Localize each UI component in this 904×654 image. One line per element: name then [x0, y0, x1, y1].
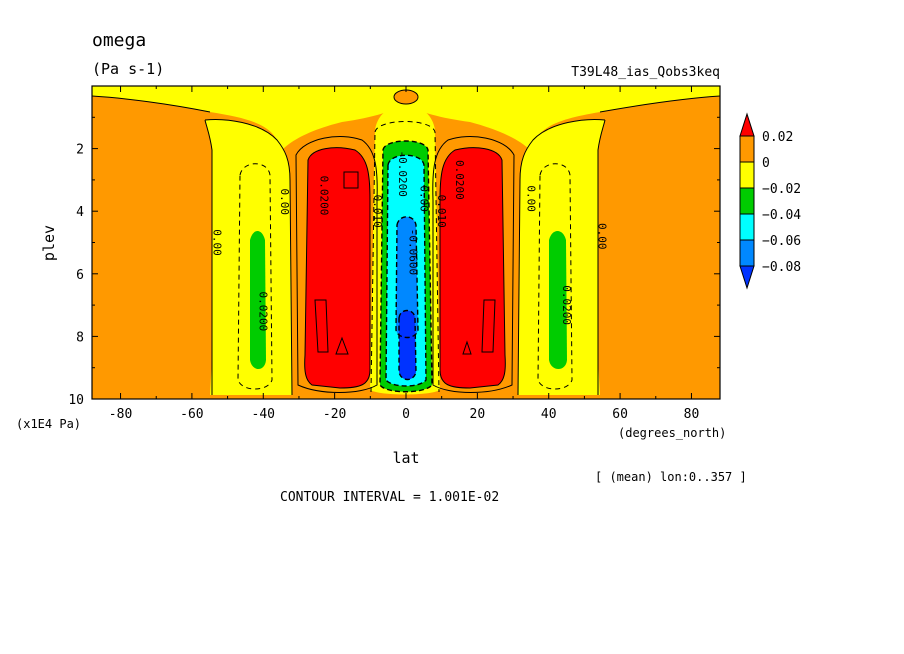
- contour-labels: 0.00 0.00 0.0200 0.0200 0.010 -0.0200 -0.0600 0…: [210, 150, 608, 331]
- colorbar-swatch: [739, 213, 755, 241]
- fill-red-nh: [440, 147, 506, 388]
- chart-title: omega: [92, 30, 146, 51]
- contour-label: 0.00: [278, 189, 291, 216]
- contour-label: 0.00: [596, 223, 609, 250]
- x-tick-label: -20: [323, 407, 346, 422]
- x-axis-title: lat: [392, 449, 419, 467]
- x-axis: -80 -60 -40 -20 0 20 40 60 80: [109, 86, 699, 422]
- fill-yellow-top-band: [92, 86, 720, 150]
- contour-label: 0.0200: [317, 176, 330, 216]
- y-tick-label: 6: [76, 268, 84, 283]
- fill-red-sh: [304, 147, 370, 388]
- y-tick-label: 8: [76, 330, 84, 345]
- contour-label: 0.0200: [453, 160, 466, 200]
- x-tick-label: -80: [109, 407, 132, 422]
- y-axis-title: plev: [40, 225, 58, 261]
- contour-label: 0.0200: [257, 291, 270, 331]
- colorbar-label: −0.02: [762, 182, 801, 197]
- y-tick-label: 2: [76, 143, 84, 158]
- contour-label: 0.00: [210, 229, 223, 256]
- contour-label: 0.00: [417, 185, 430, 212]
- contour-max-sh-rect: [314, 299, 329, 353]
- colorbar-bottom-arrow: [739, 265, 755, 290]
- contour-max-sh-top: [343, 171, 359, 189]
- x-tick-label: 60: [612, 407, 628, 422]
- colorbar-swatch: [739, 187, 755, 215]
- x-tick-label: 20: [470, 407, 486, 422]
- x-tick-label: -60: [180, 407, 203, 422]
- contour-max-nh-tri: [462, 340, 472, 355]
- colorbar-label: −0.06: [762, 234, 801, 249]
- contour-center-dashed-1: [370, 121, 440, 393]
- contour-label: 0.00: [524, 185, 537, 212]
- contour-label: -0.0200: [396, 150, 409, 196]
- colorbar-label: −0.08: [762, 260, 801, 275]
- contour-lines: [92, 89, 720, 396]
- y-tick-label: 4: [76, 205, 84, 220]
- x-tick-label: 80: [684, 407, 700, 422]
- contour-center-dashed-3: [385, 154, 427, 387]
- fill-orange-top-blob: [394, 90, 418, 104]
- colorbar-label: −0.04: [762, 208, 801, 223]
- x-tick-label: 0: [402, 407, 410, 422]
- y-axis-units: (x1E4 Pa): [16, 417, 81, 431]
- contour-pos-sh-inner: [304, 147, 371, 389]
- colorbar: 0.02 0 −0.02 −0.04 −0.06 −0.08: [739, 112, 801, 290]
- fill-blue-center: [399, 310, 416, 380]
- contour-max-nh-rect: [481, 299, 496, 353]
- contour-pos-sh-outer: [295, 136, 378, 393]
- y-axis: 2 4 6 8 10: [68, 116, 720, 408]
- fill-lightblue-center: [396, 216, 418, 338]
- x-tick-label: 40: [541, 407, 557, 422]
- dataset-name: T39L48_ias_Qobs3keq: [571, 65, 720, 80]
- contour-neg-sh-dashed: [237, 163, 273, 390]
- contour-fills: [92, 86, 720, 399]
- x-axis-units: (degrees_north): [618, 426, 726, 440]
- x-tick-label: -40: [252, 407, 275, 422]
- contour-pos-nh-inner: [439, 147, 506, 389]
- contour-label: -0.0600: [407, 229, 420, 275]
- colorbar-label: 0.02: [762, 130, 793, 145]
- y-tick-label: 10: [68, 393, 84, 408]
- fill-green-nh: [549, 231, 567, 369]
- fill-yellow-sh-column: [205, 119, 292, 396]
- colorbar-swatch: [739, 161, 755, 189]
- contour-center-dashed-5: [398, 309, 417, 381]
- colorbar-swatch: [739, 239, 755, 267]
- contour-zero-nh: [517, 119, 606, 396]
- chart-units: (Pa s-1): [92, 60, 164, 78]
- colorbar-label: 0: [762, 156, 770, 171]
- contour-neg-nh-dashed: [537, 163, 573, 390]
- contour-label: 0.0200: [560, 285, 573, 325]
- contour-label: 0.010: [371, 195, 384, 228]
- fill-green-sh: [250, 231, 266, 369]
- contour-max-sh-tri: [335, 336, 349, 355]
- contour-zero-sh: [204, 119, 293, 396]
- lon-annotation: [ (mean) lon:0..357 ]: [595, 470, 747, 484]
- contour-zero-top: [92, 95, 720, 113]
- contour-center-dashed-2: [379, 140, 433, 393]
- contour-pos-nh-outer: [432, 136, 515, 393]
- colorbar-swatch: [739, 135, 755, 163]
- colorbar-top-arrow: [739, 112, 755, 137]
- contour-interval: CONTOUR INTERVAL = 1.001E-02: [280, 490, 499, 505]
- contour-label: 0.010: [435, 195, 448, 228]
